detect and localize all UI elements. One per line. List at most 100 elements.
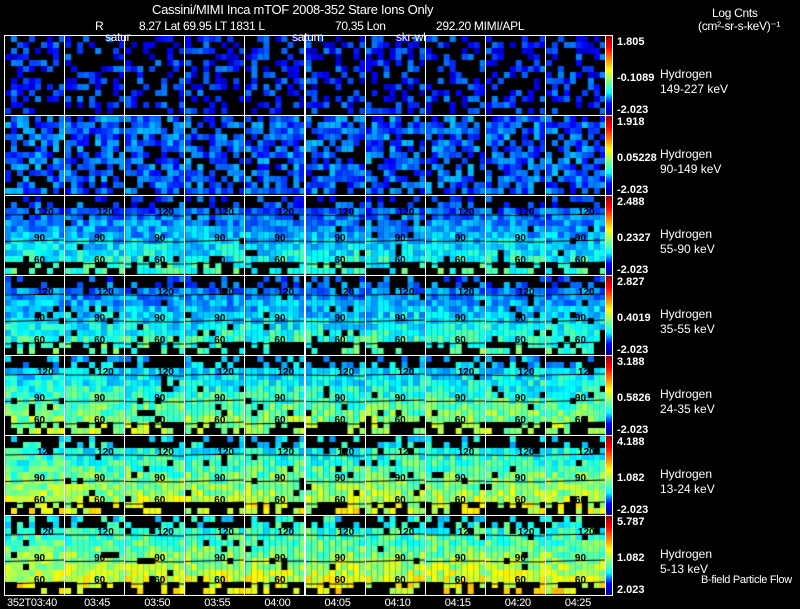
contour-label: 90 xyxy=(334,233,346,244)
contour-label: 60 xyxy=(94,495,106,506)
contour-label: 120 xyxy=(157,287,174,298)
x-tick-label: 04:15 xyxy=(444,597,471,609)
colorbar-max: 5.787 xyxy=(617,516,645,528)
contour-label: 90 xyxy=(34,233,46,244)
marker-satur: satur xyxy=(105,30,131,44)
contour-label: 120 xyxy=(457,287,475,298)
contour-label: 120 xyxy=(217,287,234,298)
colorbar-max: 2.488 xyxy=(617,196,645,208)
contour-label: 120 xyxy=(277,287,295,298)
contour-label: 120 xyxy=(97,447,114,458)
contour-label: 120 xyxy=(217,367,234,378)
x-tick-label: 03:55 xyxy=(204,597,231,609)
contour-label: 90 xyxy=(514,473,526,484)
contour-label: 120 xyxy=(337,367,355,378)
contour-label: 90 xyxy=(394,233,406,244)
contour-label: 120 xyxy=(97,367,114,378)
contour-label: 120 xyxy=(397,527,415,538)
contour-label: 60 xyxy=(34,575,46,586)
x-tick-label: 04:20 xyxy=(504,597,531,609)
contour-label: 60 xyxy=(394,335,406,346)
contour-label: 90 xyxy=(274,393,286,404)
contour-label: 120 xyxy=(217,207,234,218)
colorbar xyxy=(605,35,613,116)
contour-label: 90 xyxy=(34,393,46,404)
contour-label: 60 xyxy=(514,415,526,426)
contour-label: 60 xyxy=(274,415,286,426)
row-species: Hydrogen xyxy=(660,307,713,321)
contour-label: 90 xyxy=(394,313,406,324)
contour-label: 60 xyxy=(574,415,587,426)
units-line1: Log Cnts xyxy=(712,6,758,20)
contour-label: 90 xyxy=(154,393,166,404)
contour-label: 90 xyxy=(214,233,226,244)
contour-label: 60 xyxy=(154,415,166,426)
contour-label: 60 xyxy=(514,495,526,506)
contour-label: 120 xyxy=(97,207,114,218)
contour-label: 120 xyxy=(577,367,595,378)
heatmap-panel xyxy=(544,35,606,116)
x-tick-label: 352T03:40 xyxy=(7,597,57,609)
heatmap-panel xyxy=(64,115,126,196)
contour-label: 90 xyxy=(394,473,406,484)
contour-label: 120 xyxy=(37,367,54,378)
colorbar-mid: -0.1089 xyxy=(617,72,655,84)
contour-label: 60 xyxy=(574,255,587,266)
contour-label: 60 xyxy=(514,335,526,346)
contour-label: 90 xyxy=(34,313,46,324)
colorbar-mid: 0.5826 xyxy=(617,392,651,404)
contour-label: 120 xyxy=(397,447,415,458)
row-energy: 24-35 keV xyxy=(660,402,715,416)
contour-label: 90 xyxy=(34,473,46,484)
contour-label: 60 xyxy=(94,415,106,426)
colorbar-min: 2.023 xyxy=(617,584,645,596)
contour-label: 90 xyxy=(94,553,106,564)
row-energy: 90-149 keV xyxy=(660,162,722,176)
contour-label: 90 xyxy=(394,553,406,564)
contour-label: 120 xyxy=(517,447,535,458)
colorbar-mid: 0.2327 xyxy=(617,232,651,244)
contour-label: 90 xyxy=(154,313,166,324)
contour-label: 90 xyxy=(514,553,526,564)
contour-label: 90 xyxy=(574,393,587,404)
contour-label: 60 xyxy=(454,575,466,586)
colorbar-mid: 1.082 xyxy=(617,552,645,564)
contour-label: 120 xyxy=(337,287,355,298)
contour-label: 60 xyxy=(214,255,226,266)
contour-label: 60 xyxy=(514,575,526,586)
contour-label: 60 xyxy=(274,495,286,506)
heatmap-panel xyxy=(364,115,426,196)
contour-label: 90 xyxy=(454,233,466,244)
contour-label: 90 xyxy=(574,313,587,324)
contour-label: 90 xyxy=(214,473,226,484)
heatmap-panel xyxy=(484,115,546,196)
contour-label: 90 xyxy=(514,393,526,404)
contour-label: 60 xyxy=(334,415,346,426)
contour-label: 120 xyxy=(277,367,295,378)
contour-label: 90 xyxy=(334,553,346,564)
contour-label: 60 xyxy=(514,255,526,266)
heatmap-panel xyxy=(244,115,306,196)
contour-label: 120 xyxy=(397,367,415,378)
contour-label: 90 xyxy=(274,473,286,484)
colorbar-min: -2.023 xyxy=(617,424,649,436)
colorbar-max: 3.188 xyxy=(617,356,645,368)
contour-label: 60 xyxy=(34,495,46,506)
contour-label: 120 xyxy=(457,207,475,218)
contour-label: 90 xyxy=(454,553,466,564)
lon-value: 292.20 MIMI/APL xyxy=(436,19,525,33)
contour-label: 60 xyxy=(34,335,46,346)
colorbar-mid: 0.4019 xyxy=(617,312,651,324)
contour-label: 120 xyxy=(337,447,355,458)
contour-label: 120 xyxy=(277,527,295,538)
contour-label: 90 xyxy=(154,553,166,564)
row-species: Hydrogen xyxy=(660,147,713,161)
contour-label: 60 xyxy=(214,495,226,506)
contour-label: 120 xyxy=(277,447,295,458)
contour-label: 60 xyxy=(34,255,46,266)
contour-label: 60 xyxy=(454,495,466,506)
contour-label: 90 xyxy=(334,313,346,324)
contour-label: 120 xyxy=(517,527,535,538)
contour-label: 120 xyxy=(397,207,415,218)
row-energy: 55-90 keV xyxy=(660,242,715,256)
